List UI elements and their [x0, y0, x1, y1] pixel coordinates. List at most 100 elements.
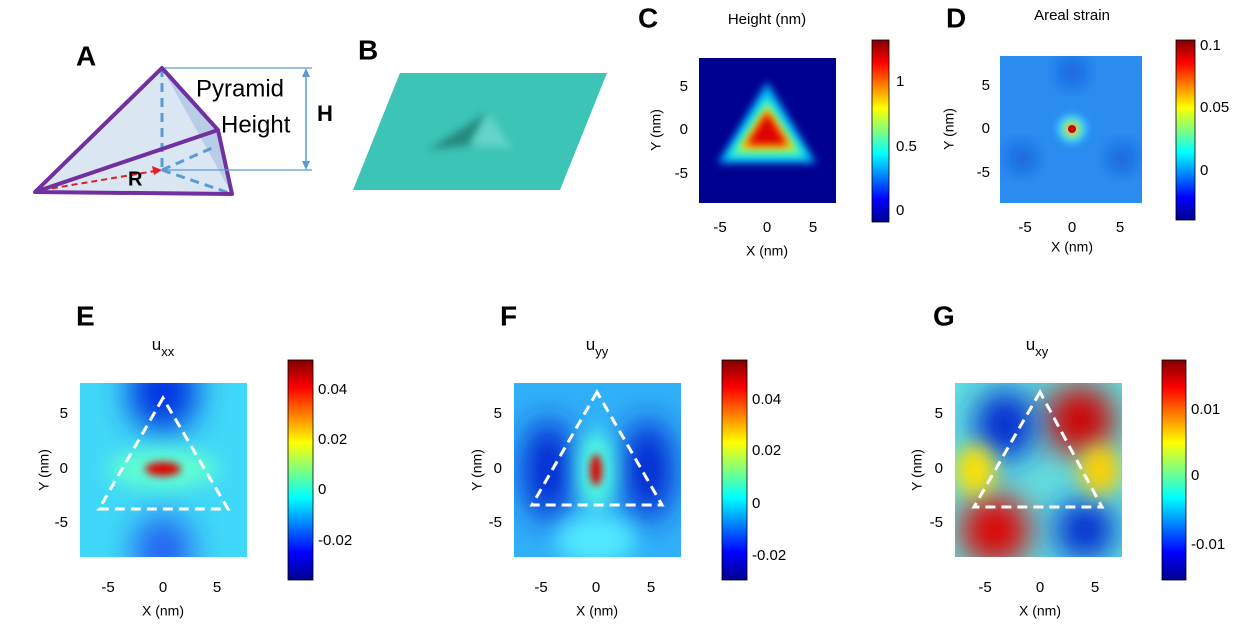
x-tick-label: 0: [763, 219, 771, 236]
y-tick-label: 5: [494, 405, 502, 422]
colorbar-tick-label: 0.1: [1200, 37, 1221, 54]
pyramid-axis: [161, 146, 213, 172]
panel-letter: A: [76, 40, 96, 71]
colorbar-tick-label: 0.05: [1200, 99, 1229, 116]
y-axis-label: Y (nm): [909, 449, 925, 491]
arrow-head: [302, 68, 310, 77]
colorbar-tick-label: 0: [1191, 467, 1199, 484]
x-axis-label: X (nm): [1051, 239, 1093, 255]
panel-a: A Pyramid Height H R: [33, 40, 333, 196]
x-axis-label: X (nm): [142, 603, 184, 619]
colorbar-tick-label: 0.01: [1191, 401, 1220, 418]
colorbar: [871, 39, 890, 223]
colorbar: [721, 359, 748, 581]
y-tick-label: 0: [60, 460, 68, 477]
title-main: u: [152, 335, 161, 354]
panel-letter: F: [500, 300, 517, 331]
y-tick-label: 5: [982, 77, 990, 94]
label: H: [317, 101, 333, 126]
colorbar-tick-label: -0.02: [318, 532, 352, 549]
panel-letter: G: [933, 300, 955, 331]
x-axis-label: X (nm): [576, 603, 618, 619]
label: Pyramid: [196, 75, 284, 102]
label: Height: [221, 111, 291, 138]
colorbar: [287, 359, 314, 581]
bump-shadow: [428, 112, 488, 150]
y-axis-label: Y (nm): [941, 108, 957, 150]
panel-title: uxx: [152, 335, 175, 359]
bump-light: [470, 112, 512, 148]
heatmap: [80, 383, 247, 557]
y-tick-label: 0: [680, 121, 688, 138]
panel-letter: C: [638, 2, 658, 33]
x-tick-label: 0: [159, 579, 167, 596]
y-tick-label: 5: [935, 405, 943, 422]
x-tick-label: 0: [1068, 219, 1076, 236]
x-tick-label: 0: [592, 579, 600, 596]
title-main: u: [1026, 335, 1035, 354]
heatmap: [699, 58, 836, 203]
title-sub: yy: [595, 344, 609, 359]
x-axis-label: X (nm): [746, 243, 788, 259]
colorbar-tick-label: 0.02: [318, 431, 347, 448]
arrow-head: [302, 161, 310, 170]
panel-title: Areal strain: [1034, 7, 1110, 24]
x-tick-label: -5: [101, 579, 114, 596]
colorbar-tick-label: 1: [896, 73, 904, 90]
title-sub: xy: [1035, 344, 1049, 359]
colorbar: [1175, 39, 1196, 221]
x-tick-label: -5: [978, 579, 991, 596]
panel-title: Height (nm): [728, 11, 806, 28]
colorbar-tick-label: 0: [1200, 162, 1208, 179]
pyramid-edges: [33, 66, 234, 196]
label: R: [128, 168, 143, 190]
colorbar-tick-label: 0: [896, 202, 904, 219]
y-axis-label: Y (nm): [36, 449, 52, 491]
arrow-head: [152, 166, 162, 175]
colorbar: [1161, 359, 1187, 581]
panel-title: uxy: [1026, 335, 1049, 359]
pyramid-axis: [161, 168, 233, 196]
panel-letter: B: [358, 34, 378, 65]
colorbar-tick-label: 0.04: [752, 391, 781, 408]
colorbar-tick-label: 0: [752, 495, 760, 512]
x-axis-label: X (nm): [1019, 603, 1061, 619]
colorbar-tick-label: 0: [318, 481, 326, 498]
y-tick-label: 0: [494, 460, 502, 477]
y-tick-label: 0: [935, 460, 943, 477]
radius-arrow: [41, 170, 156, 191]
colorbar-tick-label: -0.02: [752, 547, 786, 564]
x-tick-label: 5: [809, 219, 817, 236]
panel-b: B: [353, 34, 607, 190]
y-tick-label: -5: [977, 164, 990, 181]
y-tick-label: 5: [60, 405, 68, 422]
pyramid-face: [162, 68, 232, 194]
title-sub: xx: [161, 344, 175, 359]
colorbar-tick-label: 0.04: [318, 381, 347, 398]
heatmap: [1000, 56, 1142, 203]
y-tick-label: 0: [982, 120, 990, 137]
panel-letter: D: [946, 2, 966, 33]
x-tick-label: -5: [534, 579, 547, 596]
x-tick-label: 0: [1036, 579, 1044, 596]
x-tick-label: -5: [713, 219, 726, 236]
y-tick-label: 5: [680, 78, 688, 95]
y-tick-label: -5: [489, 514, 502, 531]
y-tick-label: -5: [55, 514, 68, 531]
y-axis-label: Y (nm): [648, 109, 664, 151]
panel-title: uyy: [586, 335, 609, 359]
x-tick-label: -5: [1018, 219, 1031, 236]
y-axis-label: Y (nm): [469, 449, 485, 491]
x-tick-label: 5: [1116, 219, 1124, 236]
y-tick-label: -5: [675, 165, 688, 182]
colorbar-tick-label: 0.5: [896, 138, 917, 155]
x-tick-label: 5: [1091, 579, 1099, 596]
panel-letter: E: [76, 300, 95, 331]
y-tick-label: -5: [930, 514, 943, 531]
colorbar-tick-label: 0.02: [752, 442, 781, 459]
heatmap: [955, 383, 1122, 557]
x-tick-label: 5: [213, 579, 221, 596]
colorbar-tick-label: -0.01: [1191, 536, 1225, 553]
heatmap: [514, 383, 681, 557]
